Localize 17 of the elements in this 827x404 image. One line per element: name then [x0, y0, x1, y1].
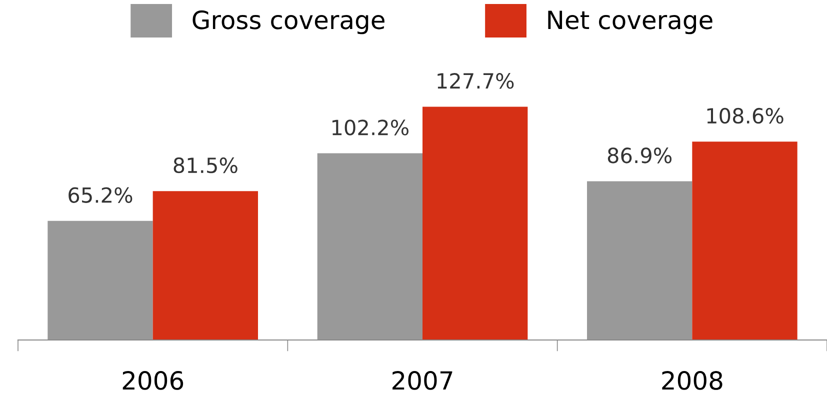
data-label: 65.2% — [68, 187, 132, 203]
x-tick-label: 2007 — [392, 370, 452, 390]
bar — [586, 181, 692, 340]
bar — [317, 153, 422, 340]
data-label: 108.6% — [707, 108, 784, 124]
data-label: 86.9% — [608, 148, 672, 164]
bar — [152, 191, 258, 340]
bar — [48, 220, 153, 340]
data-label: 127.7% — [438, 73, 514, 89]
x-tick-label: 2006 — [122, 370, 184, 390]
bar — [422, 106, 528, 340]
data-label: 102.2% — [332, 120, 408, 136]
legend-label: Gross coverage — [192, 10, 384, 34]
bar — [692, 142, 798, 340]
data-label: 81.5% — [174, 157, 238, 174]
legend-label: Net coverage — [548, 10, 712, 34]
x-tick-label: 2008 — [662, 370, 722, 390]
